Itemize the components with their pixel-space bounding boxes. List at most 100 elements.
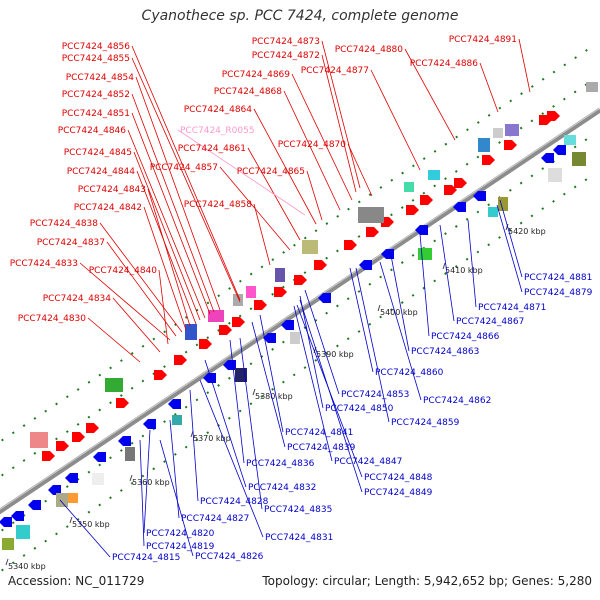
forward-gene-label: PCC7424_4861 bbox=[178, 144, 246, 154]
label-leader-line bbox=[253, 108, 317, 225]
reverse-gene-label: PCC7424_4831 bbox=[265, 533, 333, 543]
forward-gene-arrow bbox=[420, 195, 433, 205]
forward-gene-label: PCC7424_4838 bbox=[30, 219, 99, 229]
forward-gene-label: PCC7424_4891 bbox=[449, 35, 517, 45]
feature-block bbox=[564, 135, 576, 145]
scale-tick-label: 5380 kbp bbox=[255, 392, 293, 401]
label-leader-line bbox=[87, 317, 141, 363]
forward-gene-label: PCC7424_4864 bbox=[184, 105, 253, 115]
label-leader-line bbox=[304, 289, 340, 395]
reverse-gene-label: PCC7424_4849 bbox=[364, 488, 433, 498]
scale-tick-mark bbox=[129, 474, 133, 482]
forward-gene-arrow bbox=[344, 240, 357, 250]
reverse-gene-label: PCC7424_4881 bbox=[524, 273, 592, 283]
label-leader-line bbox=[518, 38, 531, 93]
label-leader-line bbox=[299, 295, 324, 409]
label-leader-line bbox=[143, 429, 151, 534]
label-leader-line bbox=[158, 269, 169, 345]
scale-tick-label: 5350 kbp bbox=[72, 520, 110, 529]
reverse-gene-label: PCC7424_4866 bbox=[431, 332, 500, 342]
forward-gene-arrow bbox=[381, 217, 394, 227]
forward-gene-arrow bbox=[232, 317, 245, 327]
forward-gene-arrow bbox=[219, 325, 232, 335]
label-leader-line bbox=[467, 219, 477, 308]
reverse-gene-arrow bbox=[541, 153, 554, 163]
forward-gene-arrow bbox=[274, 287, 287, 297]
scale-tick-mark bbox=[377, 304, 381, 312]
forward-gene-label: PCC7424_4852 bbox=[62, 90, 130, 100]
reverse-gene-label: PCC7424_4820 bbox=[146, 529, 215, 539]
scale-tick-label: 5410 kbp bbox=[445, 266, 483, 275]
forward-gene-arrow bbox=[72, 432, 85, 442]
forward-gene-label: PCC7424_4858 bbox=[184, 200, 253, 210]
reverse-gene-label: PCC7424_4871 bbox=[478, 303, 546, 313]
scale-tick-label: 5360 kbp bbox=[132, 478, 170, 487]
label-leader-line bbox=[135, 76, 221, 311]
forward-gene-arrow bbox=[547, 111, 560, 121]
reverse-gene-label: PCC7424_4850 bbox=[325, 404, 394, 414]
feature-block bbox=[358, 207, 384, 223]
feature-block bbox=[16, 525, 30, 539]
scale-tick-label: 5340 kbp bbox=[8, 562, 46, 571]
label-leader-line bbox=[136, 170, 197, 325]
label-leader-line bbox=[79, 262, 171, 341]
genome-backbone bbox=[0, 107, 600, 515]
scale-tick-label: 5390 kbp bbox=[316, 350, 354, 359]
ring-guide-2 bbox=[0, 136, 591, 533]
reverse-gene-label: PCC7424_4863 bbox=[411, 347, 479, 357]
label-leader-line bbox=[499, 199, 523, 278]
feature-block bbox=[488, 207, 498, 217]
label-leader-line bbox=[131, 45, 241, 301]
label-leader-line bbox=[239, 337, 263, 510]
feature-block bbox=[2, 538, 14, 550]
feature-block bbox=[56, 493, 68, 507]
reverse-gene-arrow bbox=[28, 500, 41, 510]
label-leader-line bbox=[147, 188, 191, 327]
label-leader-line bbox=[283, 90, 341, 211]
reverse-gene-arrow bbox=[415, 225, 428, 235]
feature-block bbox=[548, 168, 562, 182]
forward-gene-arrow bbox=[482, 155, 495, 165]
forward-gene-label: PCC7424_4837 bbox=[37, 238, 105, 248]
label-leader-line bbox=[496, 204, 523, 293]
label-leader-line bbox=[139, 439, 145, 547]
label-leader-line bbox=[177, 129, 306, 216]
forward-gene-label: PCC7424_4886 bbox=[410, 59, 479, 69]
reverse-gene-arrow bbox=[0, 517, 12, 527]
reverse-gene-label: PCC7424_4879 bbox=[524, 288, 593, 298]
label-leader-line bbox=[347, 143, 373, 197]
feature-block bbox=[246, 286, 256, 298]
label-leader-line bbox=[321, 54, 357, 193]
reverse-gene-arrow bbox=[359, 260, 372, 270]
label-leader-line bbox=[99, 222, 183, 333]
forward-gene-label: PCC7424_4873 bbox=[252, 37, 320, 47]
label-leader-line bbox=[389, 249, 410, 352]
ring-guide-0 bbox=[0, 47, 591, 443]
reverse-gene-arrow bbox=[553, 145, 566, 155]
reverse-gene-arrow bbox=[65, 473, 78, 483]
scale-tick-mark bbox=[442, 262, 446, 270]
feature-block bbox=[505, 124, 519, 136]
rna-gene-label: PCC7424_R0055 bbox=[180, 126, 255, 136]
reverse-gene-label: PCC7424_4847 bbox=[334, 457, 402, 467]
feature-block bbox=[233, 294, 243, 306]
label-leader-line bbox=[133, 151, 201, 321]
forward-gene-arrow bbox=[56, 441, 69, 451]
forward-gene-label: PCC7424_4855 bbox=[62, 54, 130, 64]
forward-gene-arrow bbox=[254, 300, 267, 310]
reverse-gene-arrow bbox=[48, 485, 61, 495]
label-leader-line bbox=[349, 267, 374, 373]
forward-gene-label: PCC7424_4840 bbox=[89, 266, 158, 276]
forward-gene-label: PCC7424_4870 bbox=[278, 140, 347, 150]
reverse-gene-arrow bbox=[381, 249, 394, 259]
scale-tick-mark bbox=[69, 516, 73, 524]
forward-gene-arrow bbox=[504, 140, 517, 150]
reverse-gene-label: PCC7424_4841 bbox=[285, 428, 353, 438]
reverse-gene-label: PCC7424_4836 bbox=[246, 459, 315, 469]
feature-block bbox=[68, 493, 78, 503]
reverse-gene-label: PCC7424_4826 bbox=[195, 552, 264, 562]
label-leader-line bbox=[251, 321, 286, 448]
forward-gene-arrow bbox=[406, 205, 419, 215]
reverse-gene-arrow bbox=[168, 399, 181, 409]
